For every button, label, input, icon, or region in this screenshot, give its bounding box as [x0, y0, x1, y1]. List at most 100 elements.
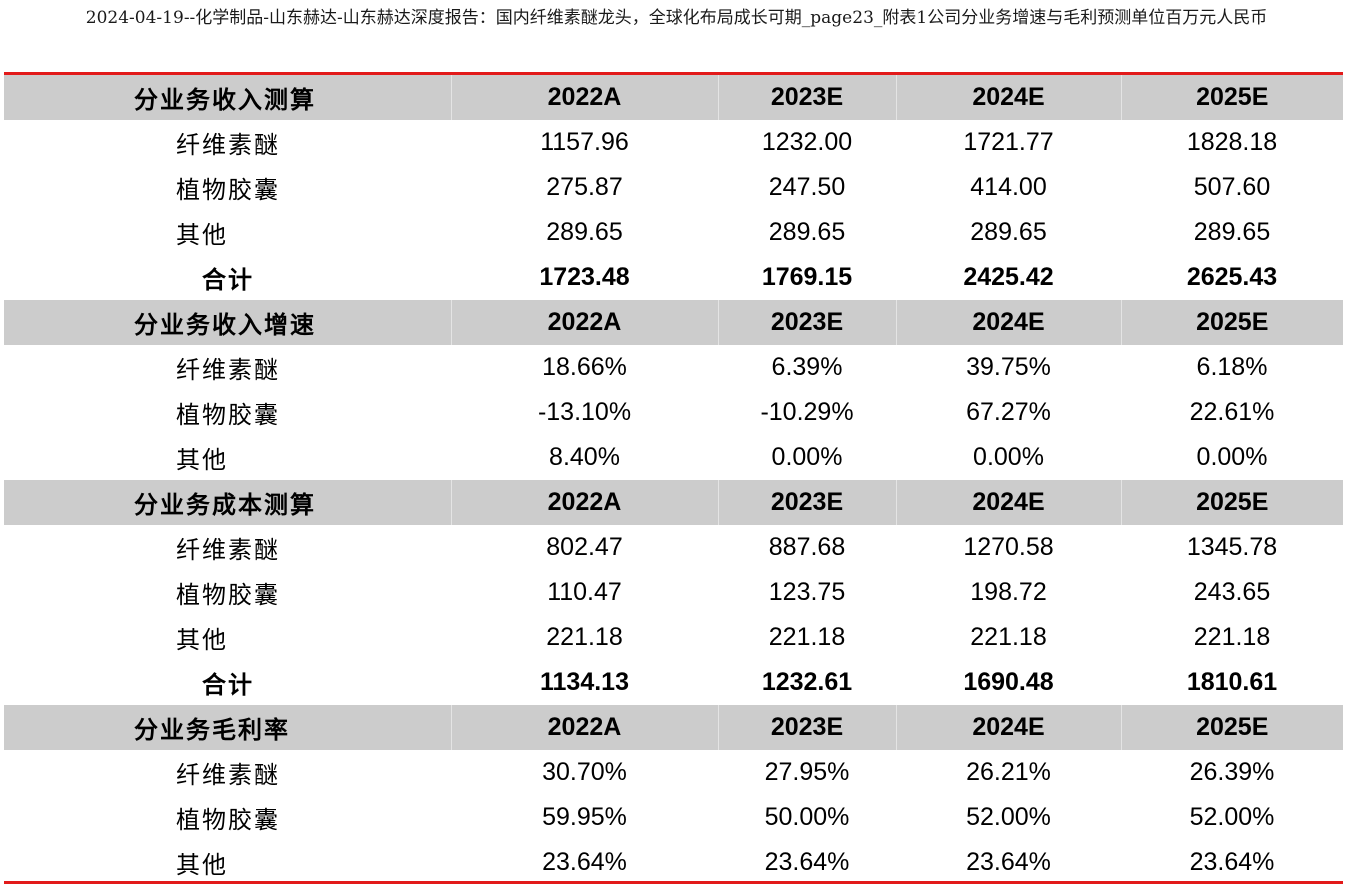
table-row: 植物胶囊 110.47 123.75 198.72 243.65	[4, 570, 1343, 615]
value-cell: 23.64%	[764, 848, 850, 876]
value-cell: 1232.00	[761, 128, 853, 156]
value-cell: 26.21%	[966, 758, 1051, 786]
table-row: 植物胶囊 59.95% 50.00% 52.00% 52.00%	[4, 795, 1343, 840]
column-header-2022a: 2022A	[450, 300, 718, 345]
value-cell: 27.95%	[764, 758, 850, 786]
row-label-text: 其他	[176, 626, 228, 654]
row-label-text: 纤维素醚	[176, 356, 280, 384]
value-cell: 2625.43	[1186, 263, 1278, 291]
table-row: 植物胶囊 -13.10% -10.29% 67.27% 22.61%	[4, 390, 1343, 435]
value-cell: 59.95%	[542, 803, 627, 831]
row-label: 合计	[4, 255, 451, 300]
value-cell: 887.68	[768, 533, 846, 561]
value-cell: 221.18	[768, 623, 846, 651]
value-cell: 123.75	[768, 578, 846, 606]
value-cell: 198.72	[970, 578, 1047, 606]
table-body: 分业务收入测算 2022A 2023E 2024E 2025E 纤维素醚 1157.96 12…	[4, 75, 1343, 885]
table-row: 植物胶囊 275.87 247.50 414.00 507.60	[4, 165, 1343, 210]
value-cell: 247.50	[768, 173, 846, 201]
value-cell: 1134.13	[540, 668, 629, 696]
value-cell: 50.00%	[764, 803, 850, 831]
row-label: 纤维素醚	[4, 345, 451, 390]
row-label: 其他	[4, 435, 451, 480]
column-header-2023e: 2023E	[717, 300, 896, 345]
column-header-2022a: 2022A	[450, 480, 718, 525]
row-label-text: 其他	[176, 221, 228, 249]
row-label: 植物胶囊	[4, 390, 451, 435]
section-header-label: 分业务成本测算	[4, 480, 451, 525]
row-label: 植物胶囊	[4, 795, 451, 840]
table-row: 其他 221.18 221.18 221.18 221.18	[4, 615, 1343, 660]
table-row: 纤维素醚 802.47 887.68 1270.58 1345.78	[4, 525, 1343, 570]
row-label: 其他	[4, 615, 451, 660]
value-cell: 1769.15	[761, 263, 853, 291]
value-cell: 67.27%	[966, 398, 1051, 426]
table-row: 纤维素醚 18.66% 6.39% 39.75% 6.18%	[4, 345, 1343, 390]
row-label: 纤维素醚	[4, 120, 451, 165]
value-cell: 6.18%	[1196, 353, 1268, 381]
value-cell: 1723.48	[539, 263, 630, 291]
value-cell: 1270.58	[963, 533, 1054, 561]
section-header-label-text: 分业务收入增速	[134, 310, 316, 339]
section-header-label: 分业务收入测算	[4, 75, 451, 120]
column-header-2025e: 2025E	[1120, 300, 1343, 345]
section-header-label: 分业务收入增速	[4, 300, 451, 345]
row-label: 其他	[4, 210, 451, 255]
value-cell: 0.00%	[771, 443, 843, 471]
table-row: 纤维素醚 30.70% 27.95% 26.21% 26.39%	[4, 750, 1343, 795]
column-header-2025e: 2025E	[1120, 75, 1343, 120]
column-header-2022a: 2022A	[450, 75, 718, 120]
row-label-text: 纤维素醚	[176, 761, 280, 789]
forecast-table: 分业务收入测算 2022A 2023E 2024E 2025E 纤维素醚 1157.96 12…	[4, 75, 1343, 885]
value-cell: 8.40%	[549, 443, 620, 471]
column-header-2022a: 2022A	[450, 705, 718, 750]
value-cell: 1157.96	[540, 128, 629, 156]
column-header-2023e: 2023E	[717, 705, 896, 750]
value-cell: 275.87	[546, 173, 623, 201]
value-cell: 52.00%	[966, 803, 1051, 831]
column-header-2023e: 2023E	[717, 480, 896, 525]
row-label-text: 合计	[202, 670, 254, 699]
column-header-2025e: 2025E	[1120, 705, 1343, 750]
row-label: 纤维素醚	[4, 525, 451, 570]
row-label-text: 植物胶囊	[176, 806, 280, 834]
table-row: 其他 8.40% 0.00% 0.00% 0.00%	[4, 435, 1343, 480]
value-cell: 6.39%	[771, 353, 843, 381]
row-label-text: 植物胶囊	[176, 581, 280, 609]
total-row: 合计 1723.48 1769.15 2425.42 2625.43	[4, 255, 1343, 300]
row-label-text: 其他	[176, 851, 228, 879]
value-cell: 23.64%	[542, 848, 627, 876]
column-header-2023e: 2023E	[717, 75, 896, 120]
value-cell: 1810.61	[1186, 668, 1278, 696]
column-header-2025e: 2025E	[1120, 480, 1343, 525]
section-header-label-text: 分业务成本测算	[134, 490, 316, 519]
value-cell: 2425.42	[963, 263, 1054, 291]
value-cell: 414.00	[970, 173, 1047, 201]
table-row: 其他 23.64% 23.64% 23.64% 23.64%	[4, 840, 1343, 885]
value-cell: 110.47	[547, 578, 622, 606]
row-label-text: 植物胶囊	[176, 401, 280, 429]
table-row: 纤维素醚 1157.96 1232.00 1721.77 1828.18	[4, 120, 1343, 165]
row-label: 植物胶囊	[4, 570, 451, 615]
section-header-row: 分业务收入测算 2022A 2023E 2024E 2025E	[4, 75, 1343, 120]
value-cell: 1690.48	[963, 668, 1054, 696]
row-label-text: 纤维素醚	[176, 131, 280, 159]
section-header-label-text: 分业务毛利率	[134, 715, 290, 744]
value-cell: 52.00%	[1189, 803, 1275, 831]
row-label-text: 纤维素醚	[176, 536, 280, 564]
row-label: 其他	[4, 840, 451, 885]
value-cell: 289.65	[970, 218, 1047, 246]
value-cell: 243.65	[1193, 578, 1271, 606]
top-red-rule	[4, 72, 1343, 75]
value-cell: 289.65	[768, 218, 846, 246]
value-cell: 0.00%	[1196, 443, 1268, 471]
row-label-text: 合计	[202, 265, 254, 294]
value-cell: 0.00%	[973, 443, 1044, 471]
value-cell: 39.75%	[966, 353, 1051, 381]
value-cell: 289.65	[546, 218, 623, 246]
value-cell: 23.64%	[966, 848, 1051, 876]
value-cell: 1828.18	[1186, 128, 1278, 156]
row-label: 植物胶囊	[4, 165, 451, 210]
value-cell: 30.70%	[542, 758, 627, 786]
value-cell: 22.61%	[1189, 398, 1275, 426]
